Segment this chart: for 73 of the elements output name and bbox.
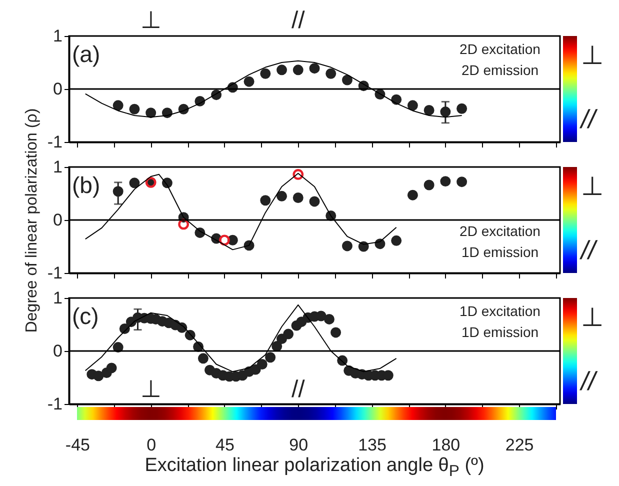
point — [219, 234, 230, 246]
y-tick-label: 0 — [53, 80, 62, 98]
point — [326, 68, 336, 79]
point — [276, 190, 288, 202]
point — [391, 235, 402, 246]
point — [324, 314, 334, 324]
point — [292, 169, 304, 180]
annotation: (b) — [72, 172, 100, 198]
y-tick-label: 0 — [53, 342, 62, 360]
x-tick-label: 180 — [432, 436, 460, 454]
y-axis-title: Degree of linear polarization (ρ) — [23, 108, 40, 333]
point — [265, 352, 276, 363]
text: // — [581, 366, 596, 396]
text: ⊥ — [140, 7, 162, 34]
annotation: // — [291, 376, 306, 403]
y-tick-label: 1 — [53, 26, 62, 46]
annotation: (c) — [72, 303, 99, 329]
text: // — [291, 7, 306, 34]
text: // — [581, 235, 596, 265]
point — [342, 240, 352, 252]
annotation: 2D excitation — [460, 223, 540, 239]
point — [440, 176, 451, 187]
annotation: 2D emission — [461, 62, 539, 78]
y-tick-label: -1 — [47, 394, 62, 414]
point — [456, 176, 468, 188]
x-tick-label: 0 — [146, 436, 156, 454]
y-tick-label: 1 — [53, 288, 62, 308]
point — [316, 310, 326, 322]
annotation: ⊥ — [140, 376, 162, 403]
annotation: 1D excitation — [460, 303, 540, 319]
point — [330, 327, 342, 338]
point — [178, 218, 189, 230]
x-tick-label: -45 — [65, 436, 90, 454]
point — [198, 353, 208, 364]
point — [129, 104, 140, 114]
y-tick-label: 1 — [53, 158, 62, 176]
x-tick-label: 135 — [358, 436, 386, 454]
point — [292, 192, 304, 203]
x-tick-label: 90 — [289, 436, 308, 454]
point — [146, 108, 156, 118]
point — [260, 68, 271, 79]
point — [106, 362, 117, 374]
point — [407, 100, 418, 111]
point — [456, 103, 468, 114]
point — [260, 195, 271, 206]
x-tick-label: 45 — [216, 436, 234, 454]
point — [112, 100, 124, 111]
y-tick-label: 0 — [53, 210, 62, 230]
point — [424, 180, 434, 190]
point — [276, 64, 288, 76]
y-tick-label: -1 — [47, 264, 62, 282]
point — [309, 63, 320, 74]
x-tick-label: 225 — [505, 436, 534, 454]
point — [342, 74, 352, 86]
point — [93, 370, 104, 382]
point — [283, 328, 294, 340]
y-tick-label: -1 — [47, 132, 62, 152]
text: ⊥ — [581, 171, 604, 201]
point — [292, 64, 304, 76]
point — [129, 178, 140, 188]
annotation: 1D emission — [461, 324, 539, 340]
point — [309, 196, 320, 207]
annotation: (a) — [72, 41, 100, 67]
point — [424, 104, 434, 116]
point — [256, 359, 268, 370]
x-axis-title: Excitation linear polarization angle θ$_{P}$ (º) — [144, 455, 486, 480]
text: // — [581, 104, 596, 134]
text: ⊥ — [581, 302, 604, 332]
text: ⊥ — [581, 40, 604, 70]
point — [407, 190, 418, 200]
annotation: 2D excitation — [460, 41, 540, 57]
annotation: 1D emission — [461, 244, 539, 260]
point — [244, 76, 254, 87]
